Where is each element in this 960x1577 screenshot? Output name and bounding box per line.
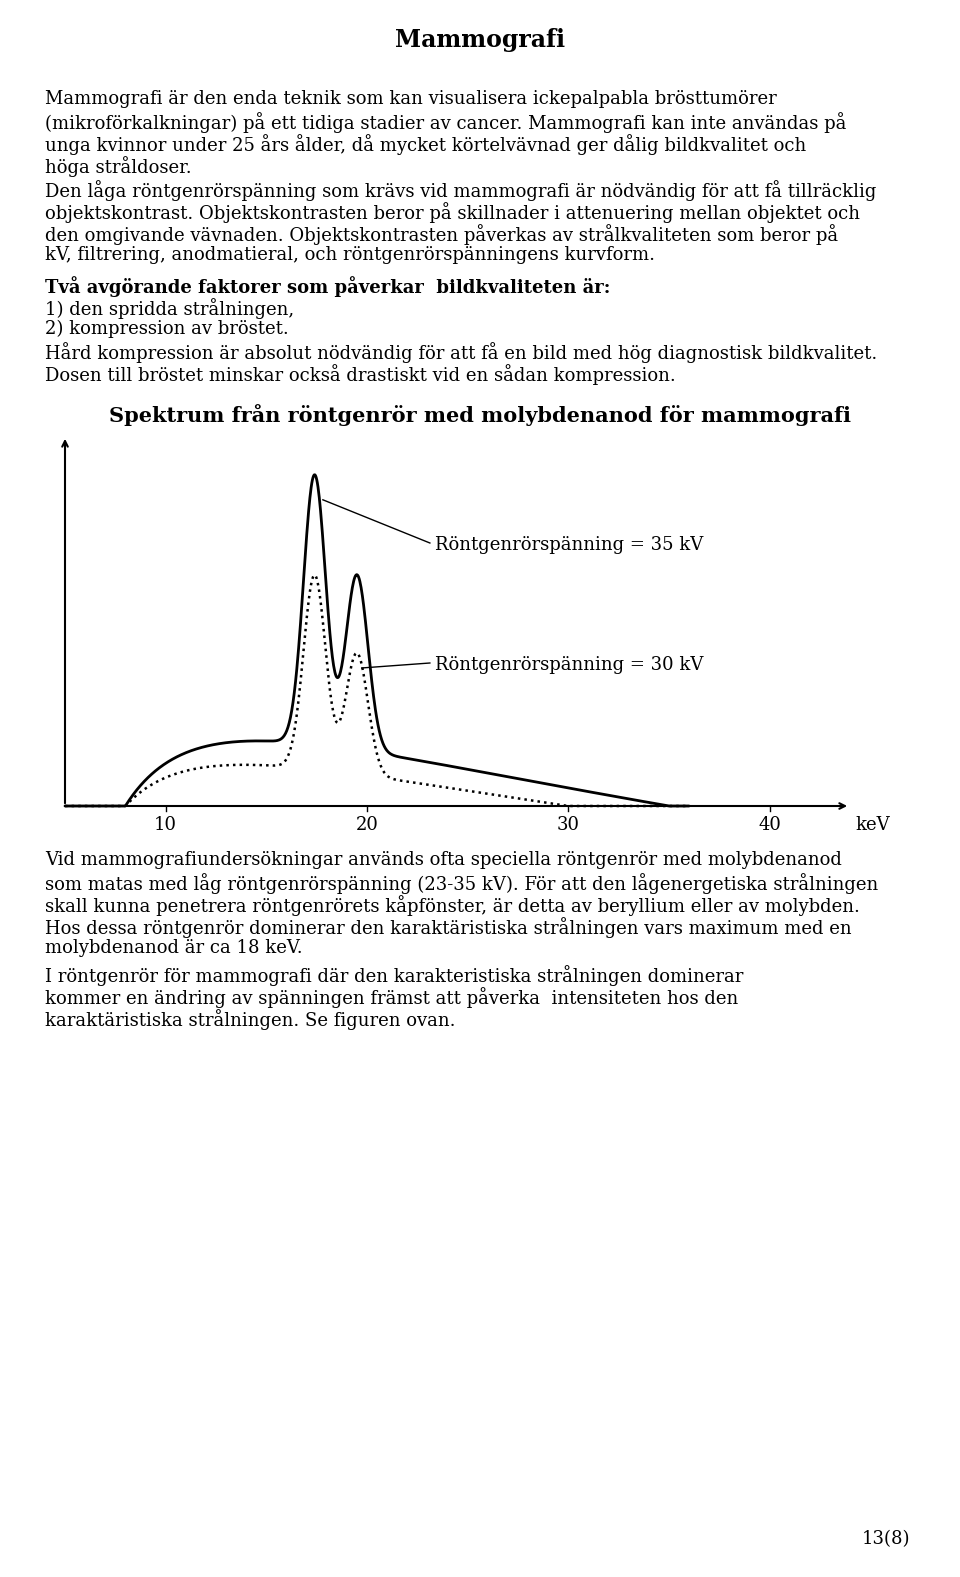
Text: (mikroförkalkningar) på ett tidiga stadier av cancer. Mammografi kan inte använd: (mikroförkalkningar) på ett tidiga stadi… <box>45 112 847 132</box>
Text: I röntgenrör för mammografi där den karakteristiska strålningen dominerar: I röntgenrör för mammografi där den kara… <box>45 965 743 986</box>
Text: skall kunna penetrera röntgenrörets kåpfönster, är detta av beryllium eller av m: skall kunna penetrera röntgenrörets kåpf… <box>45 896 860 916</box>
Text: Hård kompression är absolut nödvändig för att få en bild med hög diagnostisk bil: Hård kompression är absolut nödvändig fö… <box>45 342 877 363</box>
Text: 1) den spridda strålningen,: 1) den spridda strålningen, <box>45 298 294 319</box>
Text: Den låga röntgenrörspänning som krävs vid mammografi är nödvändig för att få til: Den låga röntgenrörspänning som krävs vi… <box>45 180 876 200</box>
Text: unga kvinnor under 25 års ålder, då mycket körtelvävnad ger dålig bildkvalitet o: unga kvinnor under 25 års ålder, då myck… <box>45 134 806 155</box>
Text: 40: 40 <box>758 815 781 834</box>
Text: 13(8): 13(8) <box>861 1530 910 1549</box>
Text: Röntgenrörspänning = 35 kV: Röntgenrörspänning = 35 kV <box>435 536 703 554</box>
Text: molybdenanod är ca 18 keV.: molybdenanod är ca 18 keV. <box>45 938 302 957</box>
Text: Mammografi är den enda teknik som kan visualisera ickepalpabla brösttumörer: Mammografi är den enda teknik som kan vi… <box>45 90 777 107</box>
Text: kommer en ändring av spänningen främst att påverka  intensiteten hos den: kommer en ändring av spänningen främst a… <box>45 987 738 1008</box>
Text: 2) kompression av bröstet.: 2) kompression av bröstet. <box>45 320 289 337</box>
Text: Mammografi: Mammografi <box>395 28 565 52</box>
Text: Dosen till bröstet minskar också drastiskt vid en sådan kompression.: Dosen till bröstet minskar också drastis… <box>45 364 676 385</box>
Text: 30: 30 <box>557 815 580 834</box>
Text: den omgivande vävnaden. Objektskontrasten påverkas av strålkvaliteten som beror : den omgivande vävnaden. Objektskontraste… <box>45 224 838 244</box>
Text: Vid mammografiundersökningar används ofta speciella röntgenrör med molybdenanod: Vid mammografiundersökningar används oft… <box>45 852 842 869</box>
Text: som matas med låg röntgenrörspänning (23-35 kV). För att den lågenergetiska strå: som matas med låg röntgenrörspänning (23… <box>45 874 878 894</box>
Text: kV, filtrering, anodmatieral, och röntgenrörspänningens kurvform.: kV, filtrering, anodmatieral, och röntge… <box>45 246 655 263</box>
Text: karaktäristiska strålningen. Se figuren ovan.: karaktäristiska strålningen. Se figuren … <box>45 1009 455 1030</box>
Text: Två avgörande faktorer som påverkar  bildkvaliteten är:: Två avgörande faktorer som påverkar bild… <box>45 276 611 296</box>
Text: 20: 20 <box>355 815 378 834</box>
Text: höga stråldoser.: höga stråldoser. <box>45 156 192 177</box>
Text: Hos dessa röntgenrör dominerar den karaktäristiska strålningen vars maximum med : Hos dessa röntgenrör dominerar den karak… <box>45 916 852 938</box>
Text: 10: 10 <box>155 815 178 834</box>
Text: Spektrum från röntgenrör med molybdenanod för mammografi: Spektrum från röntgenrör med molybdenano… <box>109 404 851 426</box>
Text: keV: keV <box>855 815 890 834</box>
Text: Röntgenrörspänning = 30 kV: Röntgenrörspänning = 30 kV <box>435 656 704 673</box>
Text: objektskontrast. Objektskontrasten beror på skillnader i attenuering mellan obje: objektskontrast. Objektskontrasten beror… <box>45 202 860 222</box>
